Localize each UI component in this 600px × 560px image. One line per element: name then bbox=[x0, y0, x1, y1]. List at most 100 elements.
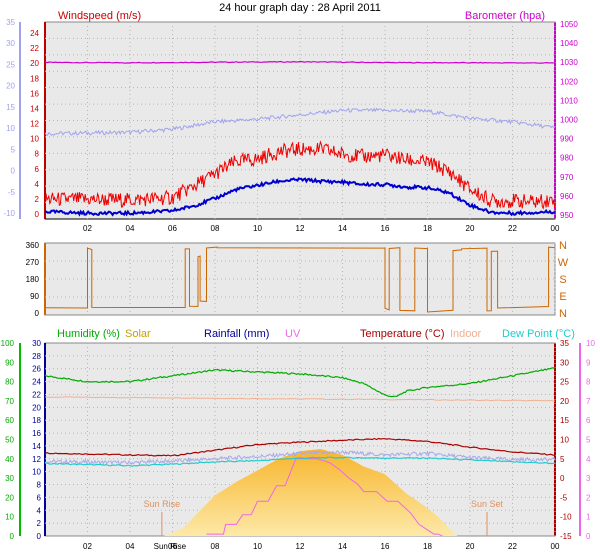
climate-hour-tick-label: 12 bbox=[296, 542, 305, 551]
climate-hour-tick-label: 04 bbox=[126, 542, 135, 551]
rainfall-tick-label: 20 bbox=[32, 403, 41, 412]
climate-hour-tick-label: 20 bbox=[466, 542, 475, 551]
compass-label: E bbox=[559, 291, 566, 303]
climate-hour-tick-label: 08 bbox=[211, 542, 220, 551]
solar-legend: Solar bbox=[125, 328, 151, 340]
solar-area bbox=[164, 449, 462, 536]
humidity-tick-label: 30 bbox=[5, 474, 14, 483]
direction-tick-label: 270 bbox=[26, 258, 40, 267]
direction-tick-label: 90 bbox=[30, 292, 39, 301]
wind-gust-tick-label: 16 bbox=[30, 89, 39, 98]
sunset-annotation: Sun Set bbox=[471, 499, 504, 509]
climate-hour-tick-label: 22 bbox=[508, 542, 517, 551]
temperature-tick-label: -15 bbox=[560, 532, 572, 541]
wind-gust-scaled-line bbox=[44, 107, 556, 137]
rainfall-tick-label: 2 bbox=[37, 519, 42, 528]
barometer-tick-label: 1020 bbox=[560, 77, 578, 86]
temperature-tick-label: -10 bbox=[560, 513, 572, 522]
barometer-tick-label: 980 bbox=[560, 154, 574, 163]
wind-average-tick-label: 35 bbox=[6, 18, 15, 27]
rainfall-tick-label: 26 bbox=[32, 365, 41, 374]
uv-tick-label: 4 bbox=[586, 455, 591, 464]
wind-hour-tick-label: 16 bbox=[381, 224, 390, 233]
rainfall-tick-label: 14 bbox=[32, 442, 41, 451]
wind-hour-tick-label: 22 bbox=[508, 224, 517, 233]
wind-hour-tick-label: 04 bbox=[126, 224, 135, 233]
wind-gust-tick-label: 12 bbox=[30, 120, 39, 129]
chart-title: 24 hour graph day : 28 April 2011 bbox=[219, 2, 381, 14]
barometer-tick-label: 1030 bbox=[560, 58, 578, 67]
wind-gust-tick-label: 6 bbox=[35, 165, 40, 174]
barometer-axis-label: Barometer (hpa) bbox=[465, 10, 545, 22]
uv-tick-label: 1 bbox=[586, 513, 591, 522]
humidity-tick-label: 100 bbox=[1, 339, 15, 348]
sunrise-tick-label: Sun Rise bbox=[154, 542, 187, 551]
wind-hour-tick-label: 02 bbox=[83, 224, 92, 233]
climate-hour-tick-label: 18 bbox=[423, 542, 432, 551]
humidity-tick-label: 90 bbox=[5, 358, 14, 367]
humidity-tick-label: 80 bbox=[5, 378, 14, 387]
direction-tick-label: 0 bbox=[35, 309, 40, 318]
temperature-tick-label: 15 bbox=[560, 416, 569, 425]
wind-average-tick-label: 5 bbox=[11, 145, 16, 154]
wind-average-tick-label: -5 bbox=[8, 188, 16, 197]
humidity-tick-label: 50 bbox=[5, 436, 14, 445]
compass-label: S bbox=[559, 274, 566, 286]
wind-gust-tick-label: 10 bbox=[30, 135, 39, 144]
wind-gust-tick-label: 14 bbox=[30, 104, 39, 113]
barometer-tick-label: 1050 bbox=[560, 20, 578, 29]
climate-hour-tick-label: 10 bbox=[253, 542, 262, 551]
wind-hour-tick-label: 12 bbox=[296, 224, 305, 233]
climate-hour-tick-label: 16 bbox=[381, 542, 390, 551]
rainfall-tick-label: 22 bbox=[32, 390, 41, 399]
uv-tick-label: 9 bbox=[586, 358, 591, 367]
wind-gust-tick-label: 0 bbox=[35, 210, 40, 219]
rainfall-tick-label: 30 bbox=[32, 339, 41, 348]
uv-tick-label: 6 bbox=[586, 416, 591, 425]
climate-hour-tick-label: 02 bbox=[83, 542, 92, 551]
wind-gust-tick-label: 8 bbox=[35, 150, 40, 159]
uv-tick-label: 8 bbox=[586, 378, 591, 387]
humidity-line bbox=[44, 367, 555, 398]
dew-point-line bbox=[44, 456, 556, 467]
wind-average-tick-label: 25 bbox=[6, 60, 15, 69]
wind-gust-line bbox=[44, 140, 556, 210]
rainfall-line bbox=[44, 450, 556, 466]
compass-label: N bbox=[559, 308, 567, 320]
climate-hour-tick-label: 06 bbox=[168, 542, 177, 551]
temperature-tick-label: 20 bbox=[560, 397, 569, 406]
rainfall-tick-label: 18 bbox=[32, 416, 41, 425]
sunrise-annotation: Sun Rise bbox=[144, 499, 181, 509]
wind-hour-tick-label: 08 bbox=[211, 224, 220, 233]
barometer-tick-label: 1000 bbox=[560, 116, 578, 125]
wind-gust-tick-label: 24 bbox=[30, 29, 39, 38]
humidity-tick-label: 10 bbox=[5, 513, 14, 522]
humidity-tick-label: 0 bbox=[10, 532, 15, 541]
wind-gust-tick-label: 22 bbox=[30, 44, 39, 53]
rainfall-legend: Rainfall (mm) bbox=[204, 328, 269, 340]
direction-tick-label: 180 bbox=[26, 275, 40, 284]
uv-legend: UV bbox=[285, 328, 301, 340]
wind-hour-tick-label: 06 bbox=[168, 224, 177, 233]
temperature-tick-label: -5 bbox=[560, 493, 568, 502]
rainfall-tick-label: 16 bbox=[32, 429, 41, 438]
wind-gust-tick-label: 4 bbox=[35, 180, 40, 189]
wind-hour-tick-label: 20 bbox=[466, 224, 475, 233]
wind-hour-tick-label: 10 bbox=[253, 224, 262, 233]
wind-average-tick-label: 10 bbox=[6, 124, 15, 133]
wind-average-tick-label: 30 bbox=[6, 39, 15, 48]
barometer-tick-label: 950 bbox=[560, 211, 574, 220]
barometer-line bbox=[44, 60, 556, 64]
humidity-tick-label: 60 bbox=[5, 416, 14, 425]
barometer-tick-label: 970 bbox=[560, 173, 574, 182]
temperature-legend: Temperature (°C) bbox=[360, 328, 444, 340]
wind-gust-tick-label: 2 bbox=[35, 195, 40, 204]
uv-tick-label: 3 bbox=[586, 474, 591, 483]
temperature-tick-label: 5 bbox=[560, 455, 565, 464]
temperature-tick-label: 10 bbox=[560, 436, 569, 445]
wind-gust-tick-label: 20 bbox=[30, 59, 39, 68]
